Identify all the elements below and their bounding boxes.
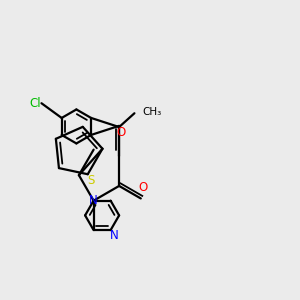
- Text: S: S: [87, 174, 94, 188]
- Text: N: N: [89, 194, 98, 207]
- Text: N: N: [110, 229, 118, 242]
- Text: CH₃: CH₃: [143, 107, 162, 117]
- Text: O: O: [138, 181, 148, 194]
- Text: Cl: Cl: [30, 97, 41, 110]
- Text: O: O: [116, 126, 125, 139]
